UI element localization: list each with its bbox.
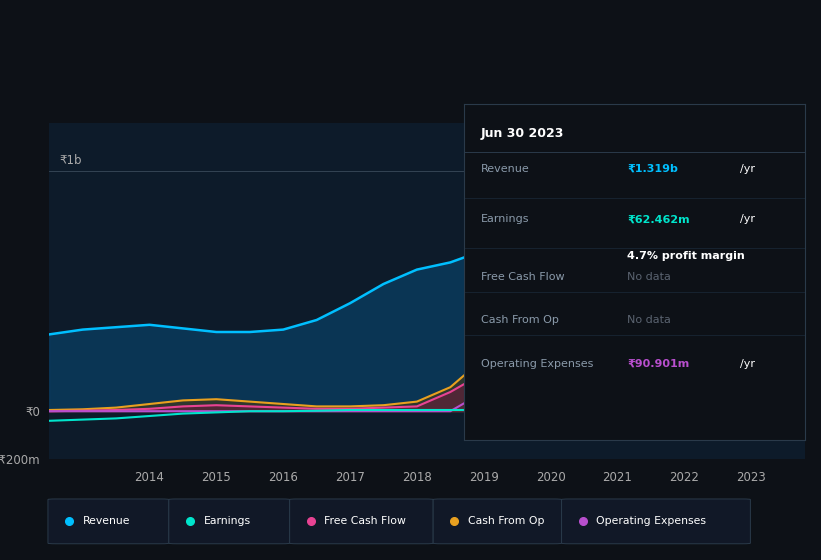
Text: ₹1.319b: ₹1.319b [627, 164, 678, 174]
Text: Cash From Op: Cash From Op [481, 315, 559, 325]
Text: Free Cash Flow: Free Cash Flow [481, 272, 565, 282]
Text: /yr: /yr [740, 164, 754, 174]
Text: Revenue: Revenue [83, 516, 131, 526]
Text: Operating Expenses: Operating Expenses [596, 516, 706, 526]
FancyBboxPatch shape [169, 499, 290, 544]
Text: Operating Expenses: Operating Expenses [481, 359, 594, 369]
FancyBboxPatch shape [290, 499, 433, 544]
Text: Cash From Op: Cash From Op [468, 516, 544, 526]
Text: ₹62.462m: ₹62.462m [627, 214, 690, 225]
Text: Revenue: Revenue [481, 164, 530, 174]
FancyBboxPatch shape [433, 499, 562, 544]
FancyBboxPatch shape [562, 499, 750, 544]
FancyBboxPatch shape [48, 499, 169, 544]
Text: ₹1b: ₹1b [59, 154, 82, 167]
Text: Earnings: Earnings [204, 516, 250, 526]
Text: Free Cash Flow: Free Cash Flow [324, 516, 406, 526]
Text: No data: No data [627, 272, 672, 282]
Text: ₹90.901m: ₹90.901m [627, 359, 690, 369]
Text: Earnings: Earnings [481, 214, 530, 225]
Text: No data: No data [627, 315, 672, 325]
Text: /yr: /yr [740, 214, 754, 225]
Text: Jun 30 2023: Jun 30 2023 [481, 127, 564, 140]
Text: 4.7% profit margin: 4.7% profit margin [627, 251, 745, 262]
Text: /yr: /yr [740, 359, 754, 369]
